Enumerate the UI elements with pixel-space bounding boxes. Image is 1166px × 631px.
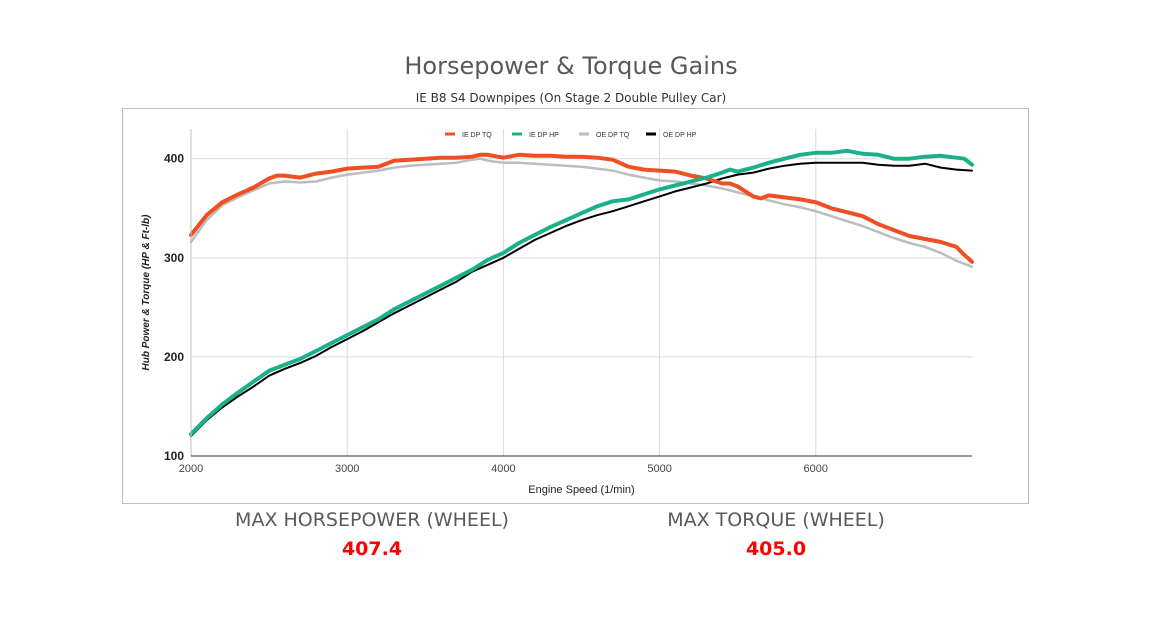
series-line-ie-dp-tq [189, 152, 974, 264]
x-tick-label: 6000 [804, 463, 828, 475]
y-tick-label: 300 [164, 251, 184, 265]
chart-frame: 2000 3000 4000 5000 6000 100 200 300 400 Engine S… [122, 108, 1029, 504]
max-torque-label: MAX TORQUE (WHEEL) [667, 509, 885, 531]
axes: 2000 3000 4000 5000 6000 100 200 300 400 Engine S… [141, 129, 972, 496]
x-tick-label: 2000 [179, 463, 203, 475]
chart-svg: 2000 3000 4000 5000 6000 100 200 300 400 Engine S… [141, 129, 974, 496]
series-line-oe-dp-hp [190, 161, 973, 438]
x-axis-title: Engine Speed (1/min) [528, 484, 634, 496]
legend-label-ie-dp-hp: IE DP HP [529, 132, 559, 139]
legend: IE DP TQ IE DP HP OE DP TQ OE DP HP [445, 132, 697, 139]
max-horsepower-label: MAX HORSEPOWER (WHEEL) [235, 509, 509, 531]
x-tick-label: 5000 [647, 463, 671, 475]
series-lines [189, 148, 974, 438]
y-tick-label: 200 [164, 350, 184, 364]
max-torque-value: 405.0 [745, 538, 807, 560]
series-line-oe-dp-tq [189, 157, 974, 268]
x-tick-label: 4000 [491, 463, 515, 475]
x-tick-label: 3000 [335, 463, 359, 475]
legend-label-oe-dp-hp: OE DP HP [663, 132, 697, 139]
series-line-ie-dp-hp [189, 148, 974, 437]
chart-subtitle: IE B8 S4 Downpipes (On Stage 2 Double Pu… [415, 91, 727, 105]
legend-label-ie-dp-tq: IE DP TQ [462, 132, 492, 139]
legend-label-oe-dp-tq: OE DP TQ [596, 132, 630, 139]
max-horsepower-value: 407.4 [341, 538, 403, 560]
grid [191, 129, 972, 456]
y-tick-label: 400 [164, 152, 184, 166]
y-axis-title: Hub Power & Torque (HP & Ft-lb) [141, 214, 152, 371]
chart-title: Horsepower & Torque Gains [404, 52, 738, 80]
y-tick-label: 100 [164, 449, 184, 463]
